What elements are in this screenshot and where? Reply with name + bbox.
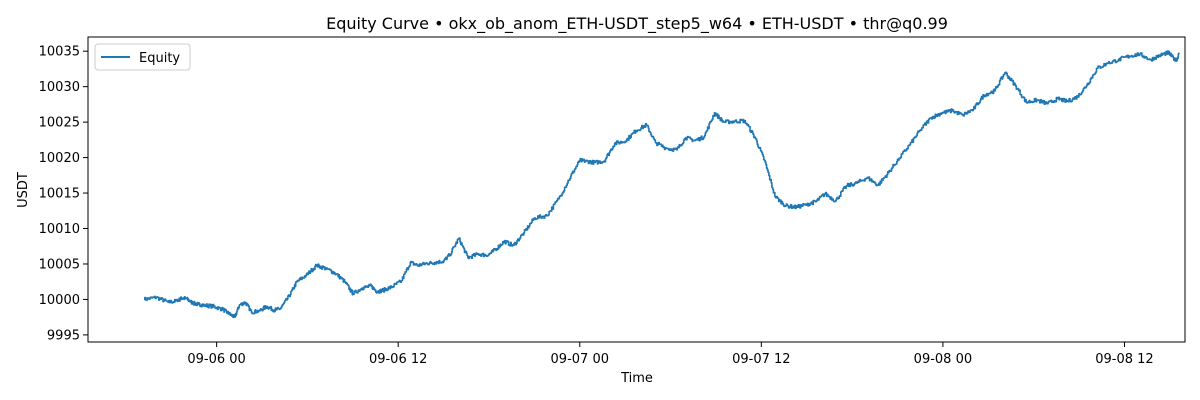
x-tick-label: 09-07 12 <box>732 352 790 367</box>
y-tick-label: 10005 <box>39 257 80 272</box>
x-tick-label: 09-06 12 <box>369 352 427 367</box>
y-tick-label: 9995 <box>47 328 80 343</box>
x-tick-label: 09-08 12 <box>1095 352 1153 367</box>
chart-title: Equity Curve • okx_ob_anom_ETH-USDT_step… <box>326 14 948 34</box>
y-tick-label: 10010 <box>39 222 80 237</box>
legend: Equity <box>94 43 191 71</box>
x-tick-label: 09-07 00 <box>551 352 609 367</box>
y-axis-label: USDT <box>16 172 31 208</box>
plot-area-frame <box>87 36 1186 343</box>
x-tick-label: 09-06 00 <box>187 352 245 367</box>
y-tick-label: 10035 <box>39 45 80 60</box>
legend-entry-equity: Equity <box>139 51 180 66</box>
x-tick-label: 09-08 00 <box>914 352 972 367</box>
y-tick-label: 10015 <box>39 187 80 202</box>
x-axis-label: Time <box>620 371 653 386</box>
y-tick-label: 10000 <box>39 293 80 308</box>
y-tick-label: 10030 <box>39 80 80 95</box>
legend-box <box>94 43 191 71</box>
y-tick-label: 10025 <box>39 116 80 131</box>
equity-series-line <box>144 50 1180 319</box>
y-axis: 9995 10000 10005 10010 10015 10020 10025 10030 1… <box>39 45 88 343</box>
y-tick-label: 10020 <box>39 151 80 166</box>
x-axis: 09-06 00 09-06 12 09-07 00 09-07 12 09-08 00… <box>187 342 1154 367</box>
